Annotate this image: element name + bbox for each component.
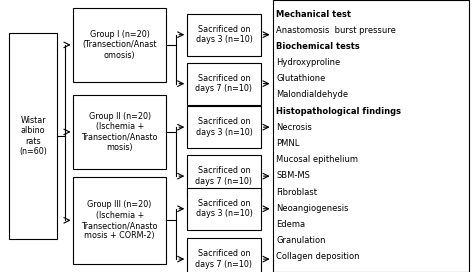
Text: Neoangiogenesis: Neoangiogenesis xyxy=(276,204,349,213)
Text: Hydroxyproline: Hydroxyproline xyxy=(276,58,341,67)
Text: Edema: Edema xyxy=(276,220,305,229)
Text: Collagen deposition: Collagen deposition xyxy=(276,252,360,261)
FancyBboxPatch shape xyxy=(187,188,261,230)
FancyBboxPatch shape xyxy=(73,8,166,82)
FancyBboxPatch shape xyxy=(273,0,469,272)
Text: Malondialdehyde: Malondialdehyde xyxy=(276,90,348,100)
FancyBboxPatch shape xyxy=(187,106,261,148)
Text: Glutathione: Glutathione xyxy=(276,74,326,83)
Text: Mucosal epithelium: Mucosal epithelium xyxy=(276,155,358,164)
Text: Biochemical tests: Biochemical tests xyxy=(276,42,360,51)
FancyBboxPatch shape xyxy=(187,155,261,197)
Text: Fibroblast: Fibroblast xyxy=(276,188,317,197)
FancyBboxPatch shape xyxy=(73,177,166,264)
Text: Sacrificed on
days 3 (n=10): Sacrificed on days 3 (n=10) xyxy=(196,118,252,137)
Text: Granulation: Granulation xyxy=(276,236,326,245)
Text: Sacrificed on
days 3 (n=10): Sacrificed on days 3 (n=10) xyxy=(196,25,252,44)
Text: PMNL: PMNL xyxy=(276,139,300,148)
Text: Necrosis: Necrosis xyxy=(276,123,312,132)
Text: Sacrificed on
days 3 (n=10): Sacrificed on days 3 (n=10) xyxy=(196,199,252,218)
Text: Group II (n=20)
(Ischemia +
Transection/Anasto
mosis): Group II (n=20) (Ischemia + Transection/… xyxy=(82,112,158,152)
Text: Anastomosis  burst pressure: Anastomosis burst pressure xyxy=(276,26,396,35)
Text: Mechanical test: Mechanical test xyxy=(276,10,351,18)
Text: SBM-MS: SBM-MS xyxy=(276,171,310,180)
Text: Wistar
albino
rats
(n=60): Wistar albino rats (n=60) xyxy=(19,116,47,156)
Text: Group III (n=20)
(Ischemia +
Transection/Anasto
mosis + CORM-2): Group III (n=20) (Ischemia + Transection… xyxy=(82,200,158,240)
Text: Sacrificed on
days 7 (n=10): Sacrificed on days 7 (n=10) xyxy=(195,166,253,186)
Text: Group I (n=20)
(Transection/Anast
omosis): Group I (n=20) (Transection/Anast omosis… xyxy=(82,30,157,60)
Text: Histopathological findings: Histopathological findings xyxy=(276,107,401,116)
FancyBboxPatch shape xyxy=(9,33,57,239)
Text: Sacrificed on
days 7 (n=10): Sacrificed on days 7 (n=10) xyxy=(195,74,253,93)
FancyBboxPatch shape xyxy=(73,95,166,169)
FancyBboxPatch shape xyxy=(187,238,261,272)
FancyBboxPatch shape xyxy=(187,14,261,56)
FancyBboxPatch shape xyxy=(187,63,261,105)
Text: Sacrificed on
days 7 (n=10): Sacrificed on days 7 (n=10) xyxy=(195,249,253,269)
